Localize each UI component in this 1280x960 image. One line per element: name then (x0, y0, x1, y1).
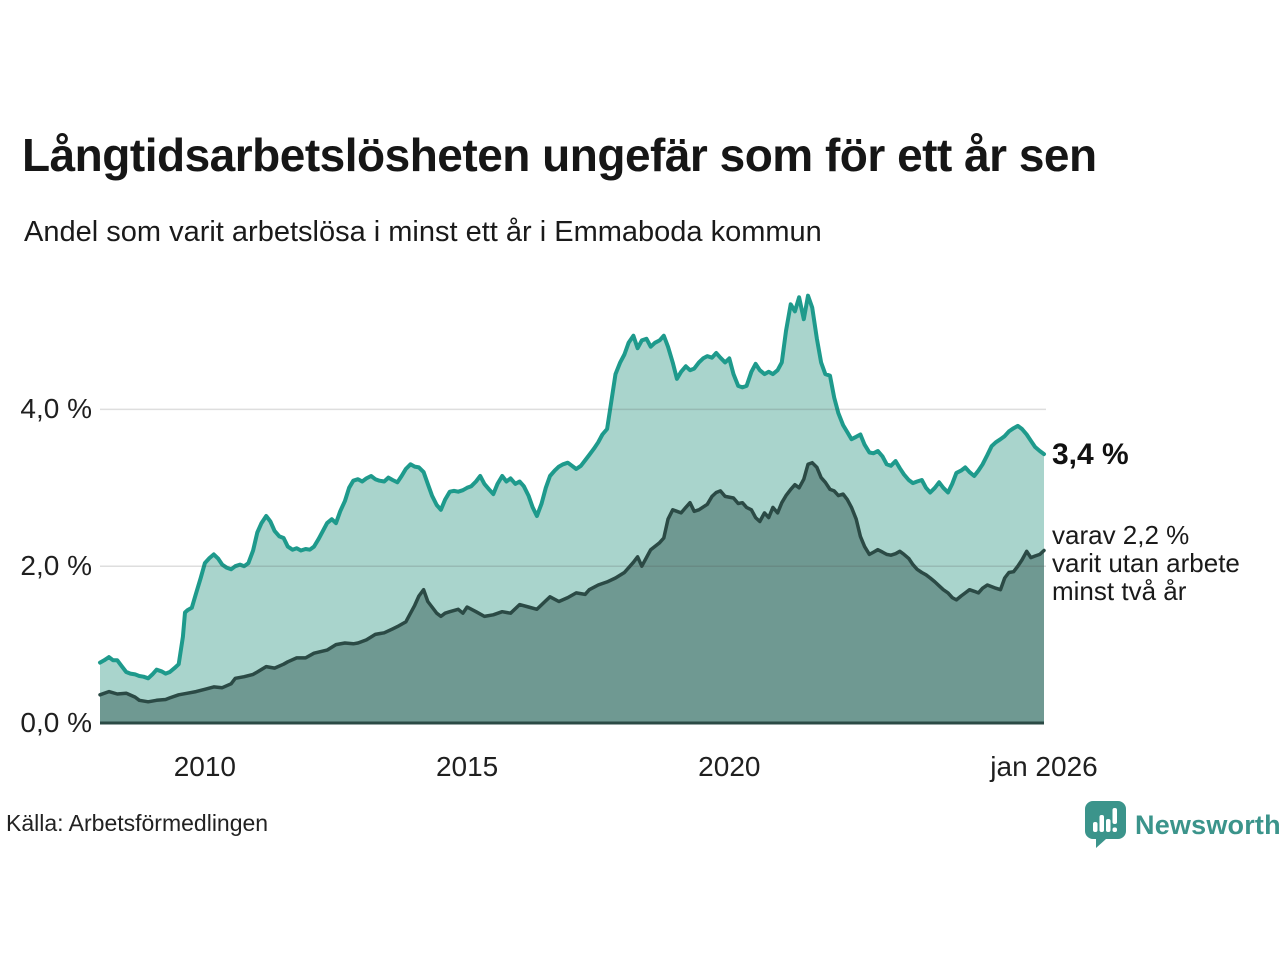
newsworthy-logo-text: Newsworthy (1135, 809, 1280, 840)
newsworthy-logo: Newsworthy (1085, 801, 1280, 849)
end-label-subset: varav 2,2 % varit utan arbete minst två … (1052, 521, 1240, 605)
x-tick-label: 2010 (173, 751, 237, 782)
source-attribution: Källa: Arbetsförmedlingen (6, 810, 269, 836)
y-tick-label: 0,0 % (20, 707, 92, 738)
chart-subtitle: Andel som varit arbetslösa i minst ett å… (24, 216, 822, 248)
newsworthy-logo-icon (1085, 801, 1126, 848)
end-label-subset-line: minst två år (1052, 576, 1187, 606)
x-tick-label: jan 2026 (990, 751, 1098, 782)
end-label-subset-line: varit utan arbete (1052, 548, 1240, 578)
y-tick-label: 2,0 % (20, 550, 92, 582)
end-label-total: 3,4 % (1052, 438, 1129, 471)
end-label-subset-line: varav 2,2 % (1052, 520, 1190, 550)
x-tick-label: 2015 (435, 751, 499, 782)
y-tick-label: 4,0 % (20, 393, 92, 425)
x-tick-label: 2020 (698, 751, 761, 782)
chart-title: Långtidsarbetslösheten ungefär som för e… (22, 129, 1097, 181)
